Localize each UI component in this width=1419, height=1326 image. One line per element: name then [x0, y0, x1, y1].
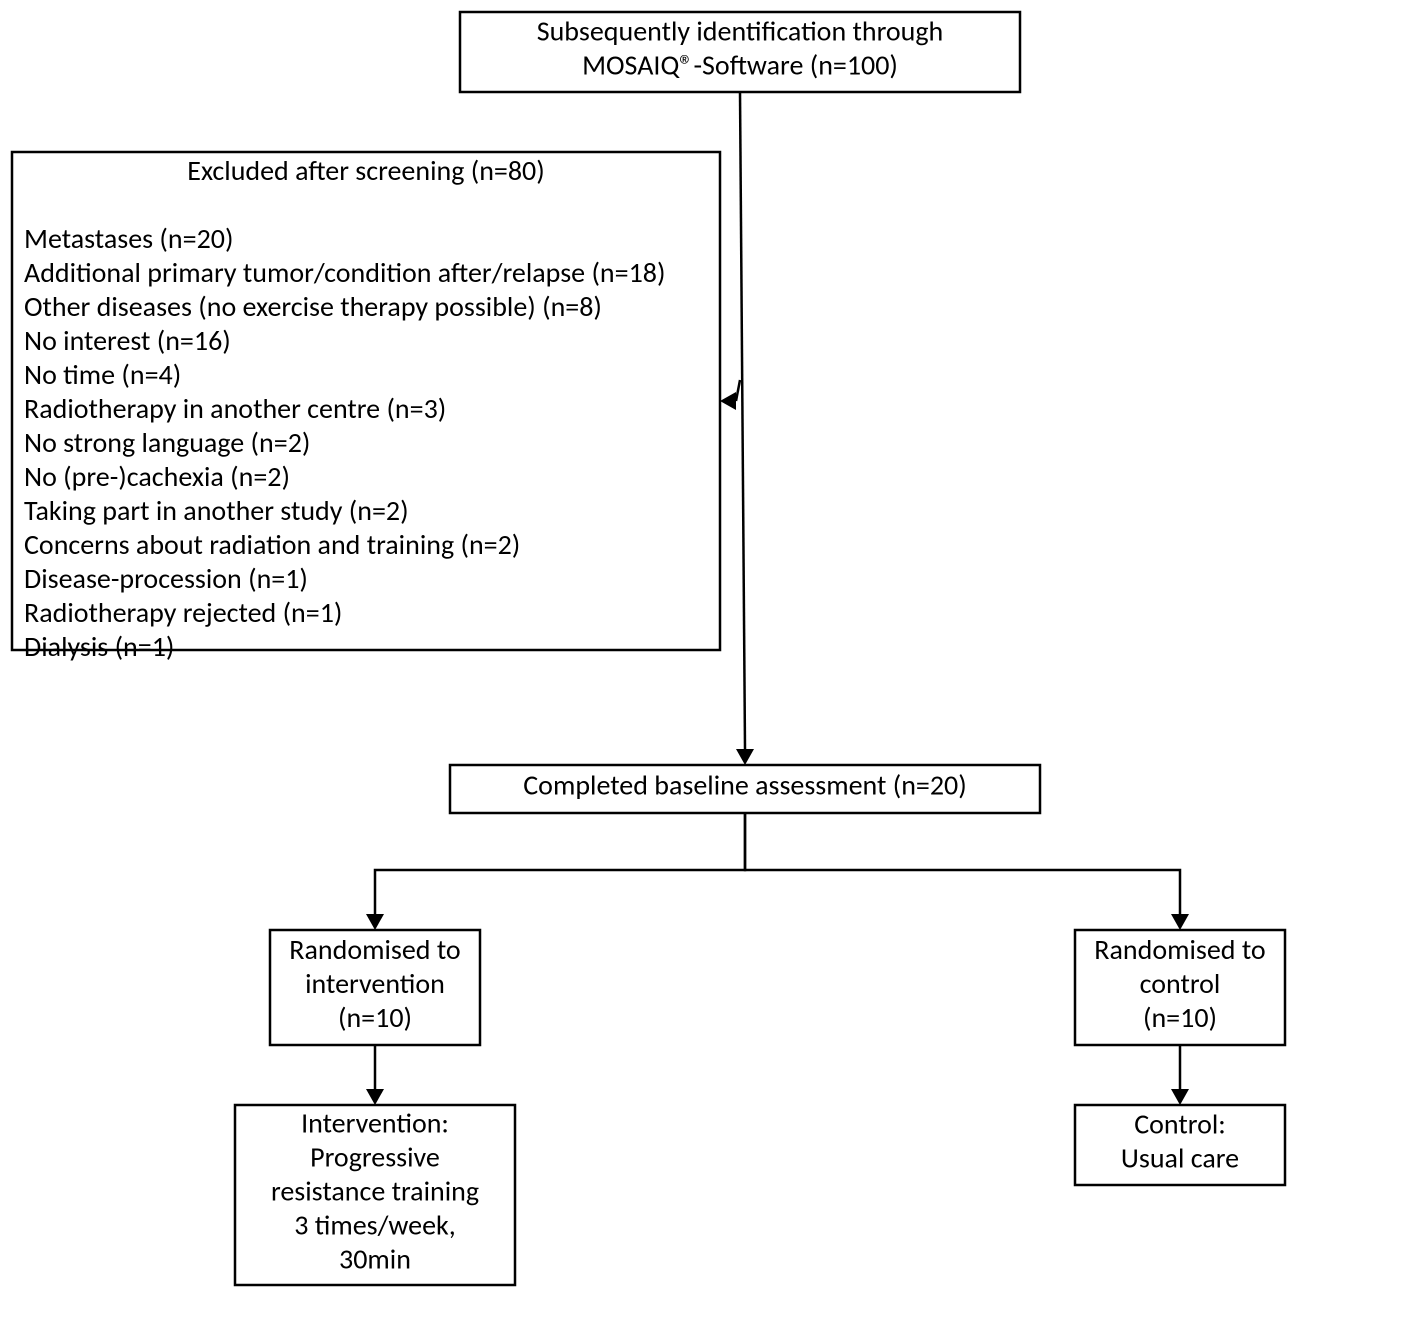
rand_intervention-line-2: (n=10) [338, 1000, 412, 1035]
rand_intervention-line-1: intervention [305, 966, 445, 1001]
edge-3 [745, 813, 1180, 914]
identification-line-1: MOSAIQ®-Software (n=100) [582, 47, 898, 82]
excluded-line-12: Dialysis (n=1) [24, 629, 174, 664]
identification-line-0: Subsequently identification through [537, 13, 944, 48]
intervention_detail-line-3: 3 times/week, [294, 1207, 456, 1242]
intervention_detail-line-1: Progressive [310, 1139, 440, 1174]
excluded-line-8: Taking part in another study (n=2) [24, 493, 409, 528]
excluded-line-6: No strong language (n=2) [24, 425, 310, 460]
control_detail-line-1: Usual care [1121, 1140, 1239, 1175]
excluded-line-10: Disease-procession (n=1) [24, 561, 308, 596]
excluded-line-5: Radiotherapy in another centre (n=3) [24, 391, 446, 426]
excluded-line-11: Radiotherapy rejected (n=1) [24, 595, 342, 630]
excluded-header: Excluded after screening (n=80) [187, 153, 544, 188]
edge-0 [740, 92, 745, 749]
rand_intervention-line-0: Randomised to [289, 932, 460, 967]
intervention_detail-line-0: Intervention: [301, 1105, 449, 1140]
excluded-line-1: Additional primary tumor/condition after… [24, 255, 665, 290]
baseline-line-0: Completed baseline assessment (n=20) [523, 767, 967, 802]
rand_control-line-1: control [1140, 966, 1221, 1001]
rand_control-line-2: (n=10) [1143, 1000, 1217, 1035]
excluded-line-9: Concerns about radiation and training (n… [24, 527, 520, 562]
rand_control-line-0: Randomised to [1094, 932, 1265, 967]
intervention_detail-line-2: resistance training [271, 1173, 479, 1208]
excluded-line-2: Other diseases (no exercise therapy poss… [24, 289, 602, 324]
excluded-line-4: No time (n=4) [24, 357, 181, 392]
excluded-line-3: No interest (n=16) [24, 323, 231, 358]
excluded-line-7: No (pre-)cachexia (n=2) [24, 459, 290, 494]
edge-1 [736, 380, 740, 401]
excluded-line-0: Metastases (n=20) [24, 221, 233, 256]
control_detail-line-0: Control: [1134, 1106, 1226, 1141]
edge-2 [375, 813, 745, 914]
intervention_detail-line-4: 30min [339, 1241, 411, 1276]
